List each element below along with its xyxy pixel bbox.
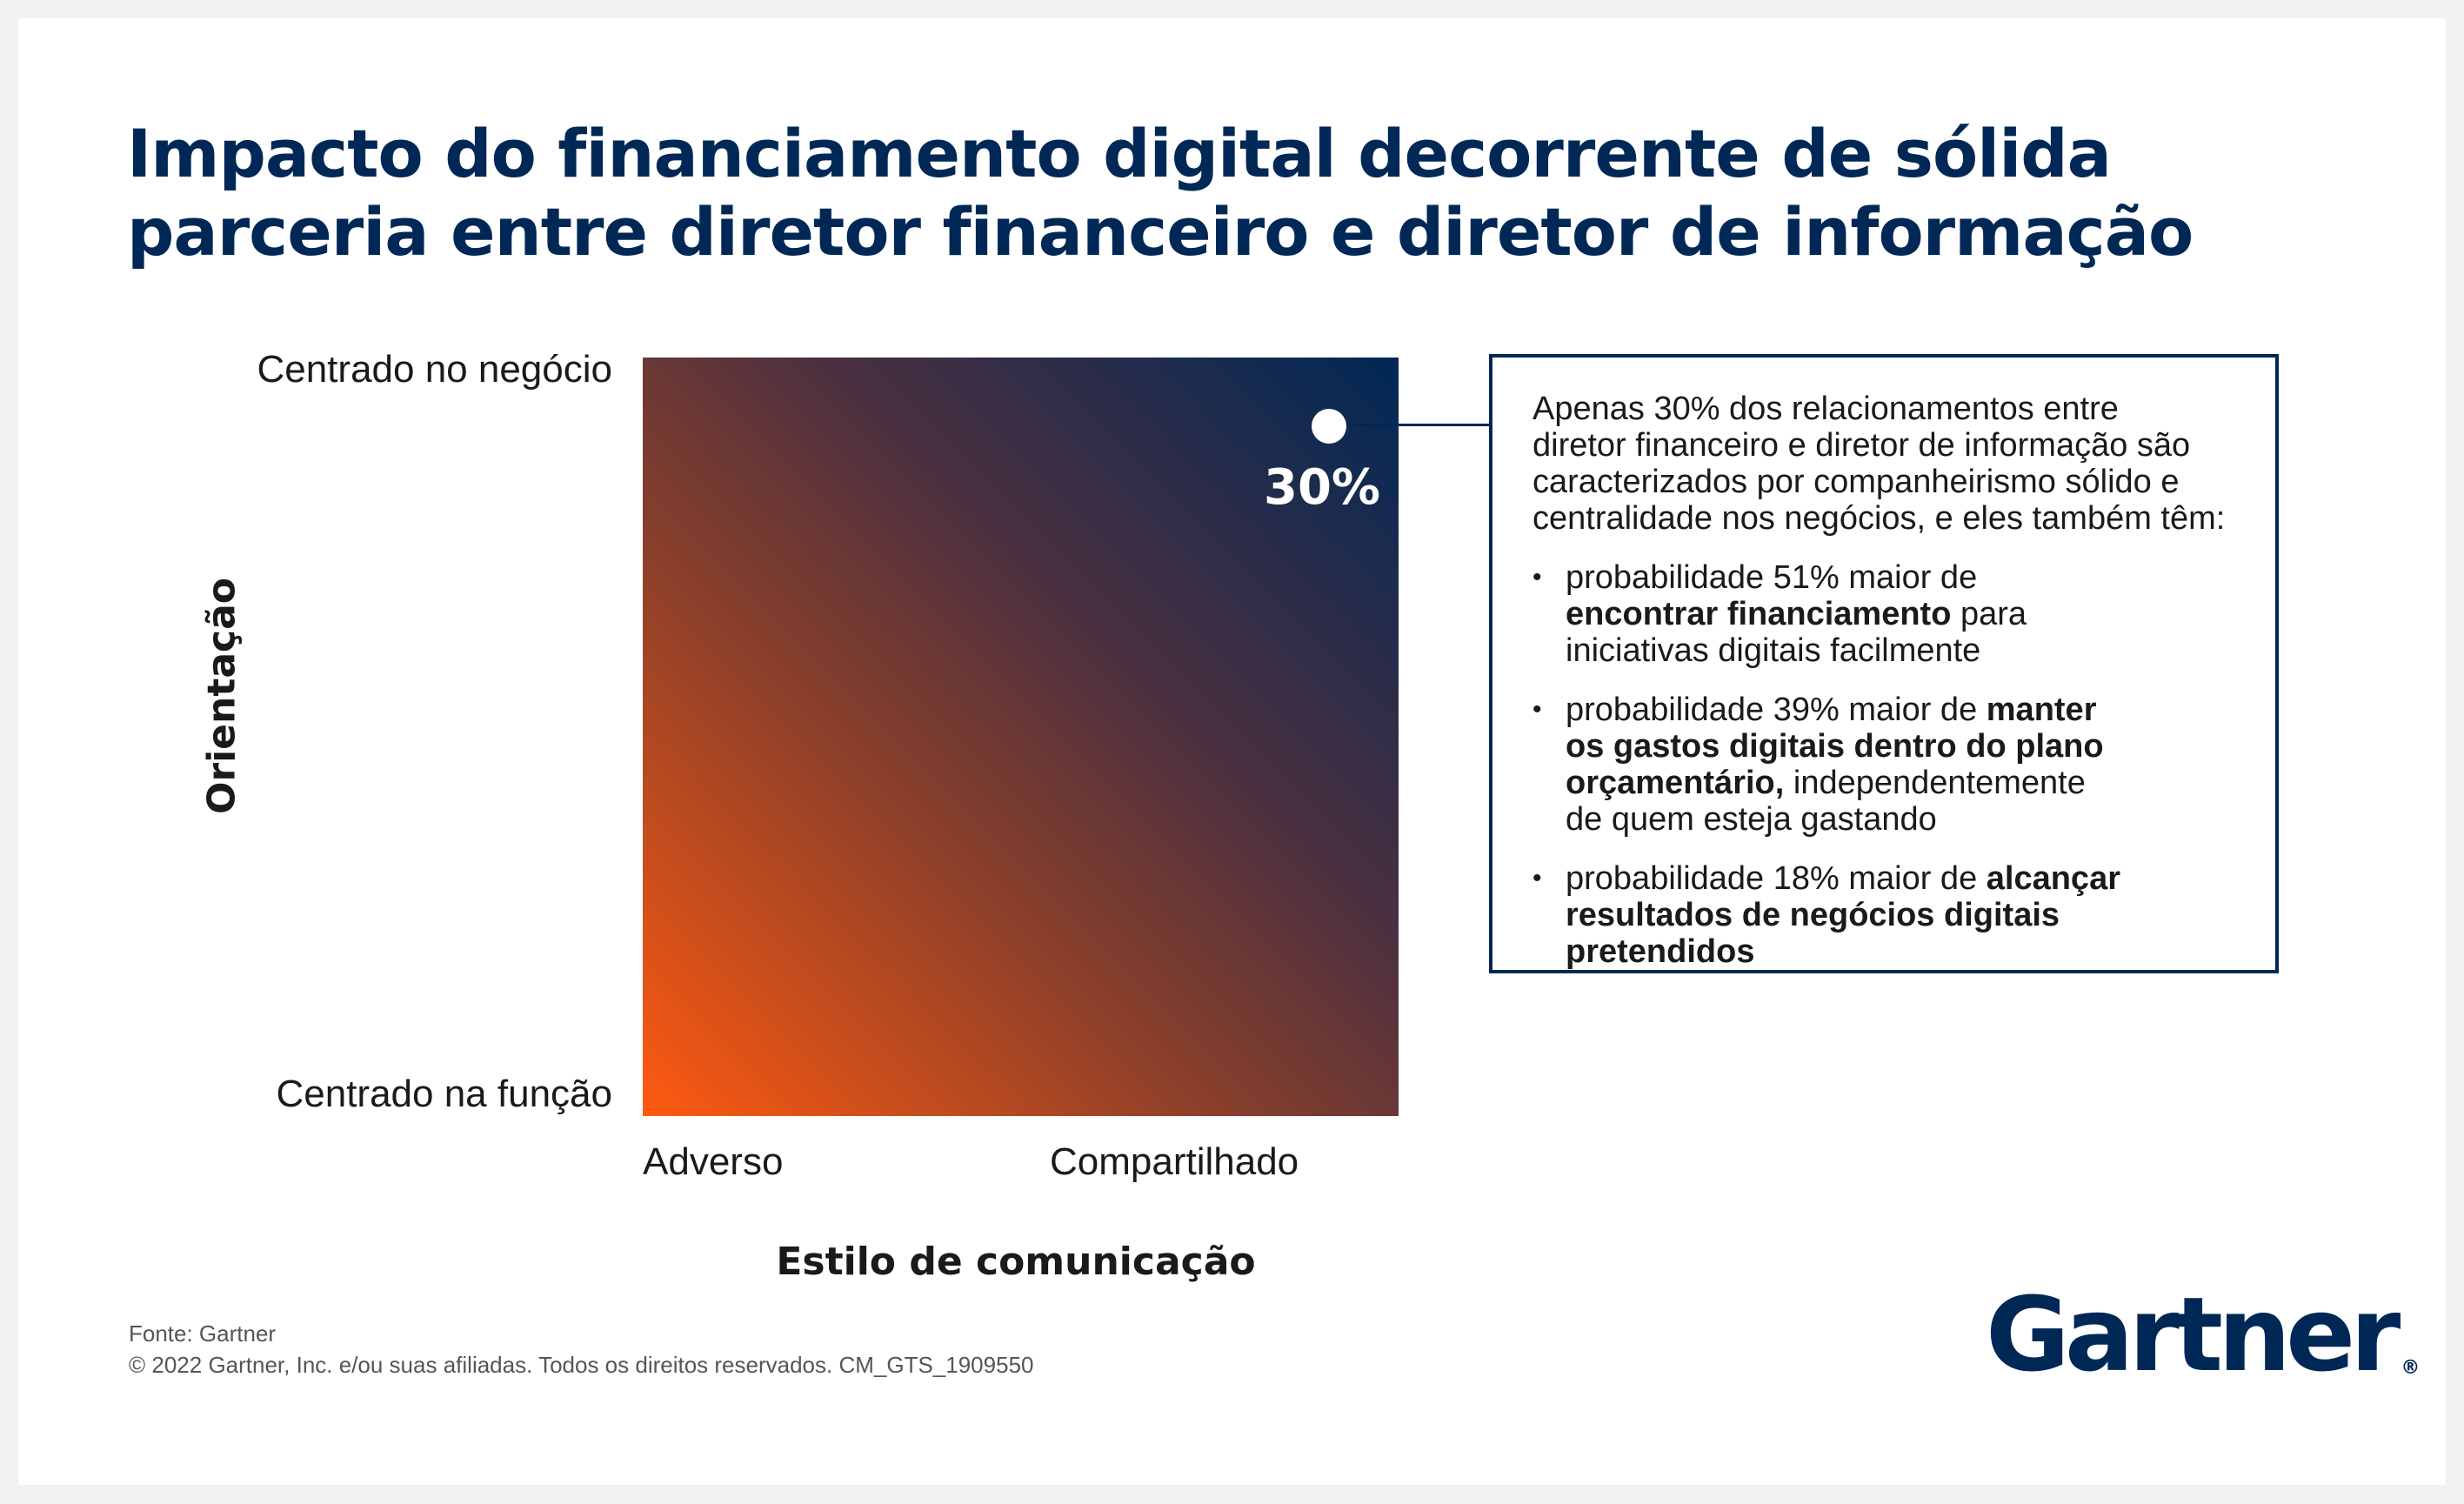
bullet-1-text: probabilidade 51% maior de: [1566, 559, 1978, 596]
gartner-logo: Gartner ®: [1986, 1274, 2420, 1394]
bullet-2-bold: manter os gastos digitais dentro do plan…: [1566, 692, 2104, 801]
bullet-3-text: probabilidade 18% maior de: [1566, 860, 1987, 897]
callout-bullet-1: probabilidade 51% maior de encontrar fin…: [1532, 559, 2253, 669]
callout-box: Apenas 30% dos relacionamentos entre dir…: [1489, 354, 2279, 973]
callout-intro: Apenas 30% dos relacionamentos entre dir…: [1532, 391, 2226, 537]
registered-mark: ®: [2401, 1357, 2421, 1379]
callout-bullet-3: probabilidade 18% maior de alcançar resu…: [1532, 860, 2253, 970]
y-axis-label: Orientação: [199, 577, 244, 815]
title-line-1: Impacto do financiamento digital decorre…: [127, 115, 2112, 192]
x-tick-left: Adverso: [643, 1140, 784, 1183]
bullet-1-bold: encontrar financiamento: [1566, 596, 1952, 632]
bullet-2-tail: independentemente de quem esteja gastand…: [1566, 765, 2086, 838]
logo-wordmark: Gartner: [1986, 1274, 2401, 1394]
bullet-1-tail: para iniciativas digitais facilmente: [1566, 596, 2027, 669]
bullet-3-bold: alcançar resultados de negócios digitais…: [1566, 860, 2120, 970]
x-axis-label: Estilo de comunicação: [776, 1240, 1256, 1284]
title-line-2: parceria entre diretor financeiro e dire…: [127, 193, 2194, 271]
gradient-plot-area: [643, 358, 1399, 1116]
data-point-marker: [1312, 409, 1346, 444]
bullet-2-text: probabilidade 39% maior de: [1566, 692, 1987, 728]
y-tick-top: Centrado no negócio: [257, 348, 612, 391]
page-title: Impacto do financiamento digital decorre…: [127, 115, 2301, 271]
callout-bullet-list: probabilidade 51% maior de encontrar fin…: [1532, 559, 2253, 970]
source-text: Fonte: Gartner: [129, 1320, 277, 1347]
y-tick-bottom: Centrado na função: [276, 1073, 612, 1115]
callout-bullet-2: probabilidade 39% maior de manter os gas…: [1532, 692, 2253, 838]
x-tick-right: Compartilhado: [1050, 1140, 1299, 1183]
callout-leader-line: [1329, 424, 1489, 426]
copyright-text: © 2022 Gartner, Inc. e/ou suas afiliadas…: [129, 1352, 1034, 1378]
data-point-label: 30%: [1264, 459, 1381, 516]
source-note: Fonte: Gartner © 2022 Gartner, Inc. e/ou…: [129, 1318, 1033, 1380]
